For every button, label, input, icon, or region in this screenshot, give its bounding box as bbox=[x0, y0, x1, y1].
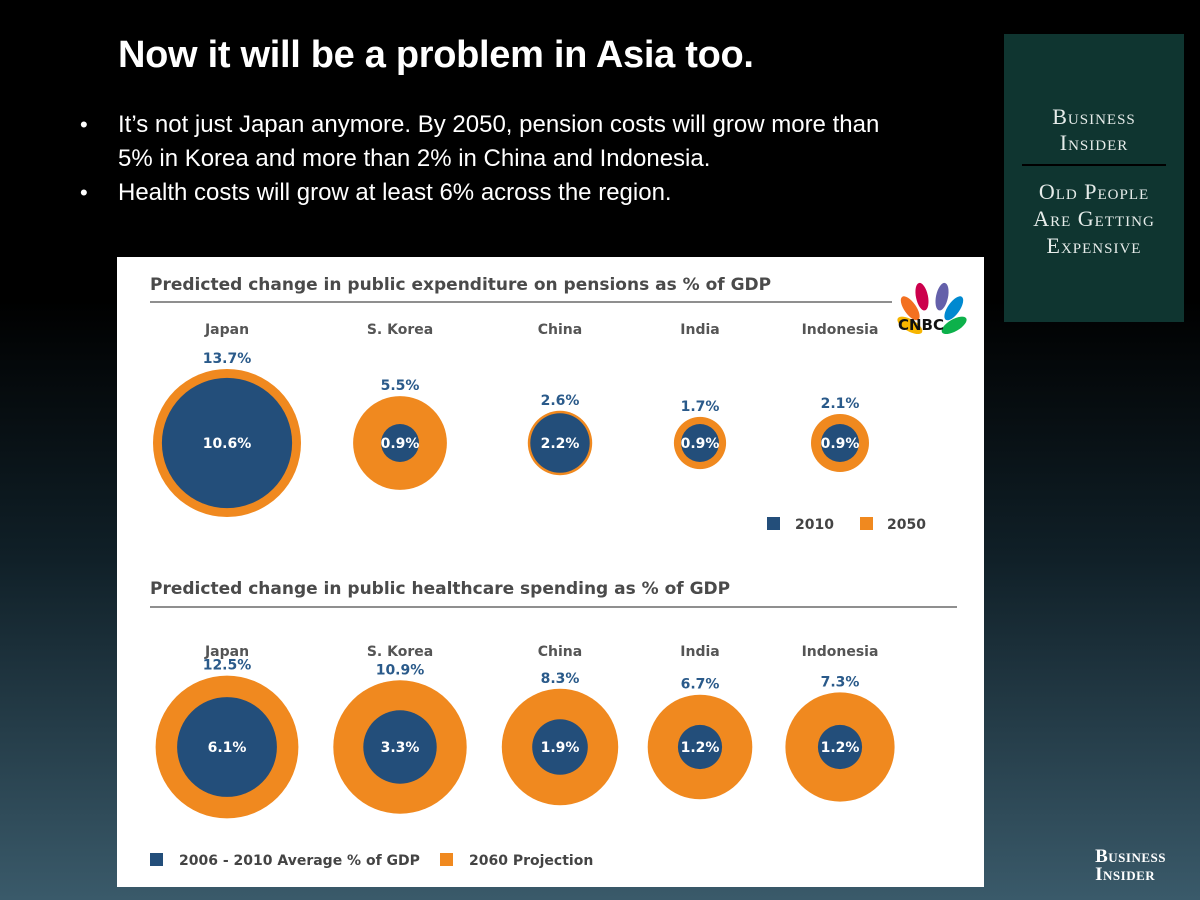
healthcare-bubbles: 6.1% 12.5% 3.3% 10.9% 1.9% 8.3% 1.2% 6.7% 1.2% 7.… bbox=[155, 658, 895, 819]
country-label: S. Korea bbox=[367, 322, 433, 338]
chart-svg: Predicted change in public expenditure o… bbox=[150, 275, 967, 869]
brand-name: Business Insider bbox=[1004, 104, 1184, 156]
chart-panel: Predicted change in public expenditure o… bbox=[117, 257, 984, 887]
series-title-line-1: Old People bbox=[1038, 179, 1150, 204]
outer-value-label: 1.7% bbox=[681, 399, 720, 415]
bubble-2006-2010-indonesia bbox=[817, 724, 863, 770]
brand-line-1: Business bbox=[1052, 104, 1136, 129]
country-label: China bbox=[538, 322, 582, 338]
legend-label-average: 2006 - 2010 Average % of GDP bbox=[179, 853, 420, 869]
outer-value-label: 7.3% bbox=[821, 674, 860, 690]
inner-value-label: 1.9% bbox=[541, 740, 580, 756]
healthcare-legend: 2006 - 2010 Average % of GDP 2060 Projec… bbox=[150, 853, 593, 869]
bubble-2010-indonesia bbox=[821, 424, 859, 462]
inner-value-label: 2.2% bbox=[541, 436, 580, 452]
cnbc-logo: CNBC bbox=[897, 282, 967, 335]
legend-label-projection: 2060 Projection bbox=[469, 853, 593, 869]
legend-swatch-average bbox=[150, 853, 163, 866]
inner-value-label: 0.9% bbox=[681, 436, 720, 452]
side-panel: Business Insider Old People Are Getting … bbox=[1004, 34, 1184, 322]
country-label: Japan bbox=[204, 644, 249, 660]
outer-value-label: 6.7% bbox=[681, 677, 720, 693]
bubble-2006-2010-china bbox=[532, 719, 588, 775]
bubble-2010-india bbox=[681, 424, 719, 462]
slide-title: Now it will be a problem in Asia too. bbox=[118, 34, 754, 76]
healthcare-country-labels: Japan S. Korea China India Indonesia bbox=[204, 644, 878, 660]
country-label: Japan bbox=[204, 322, 249, 338]
country-label: Indonesia bbox=[802, 322, 879, 338]
outer-value-label: 8.3% bbox=[541, 671, 580, 687]
inner-value-label: 0.9% bbox=[821, 436, 860, 452]
country-label: India bbox=[680, 644, 719, 660]
legend-label-2050: 2050 bbox=[887, 517, 926, 533]
pensions-bubbles: 10.6% 13.7% 0.9% 5.5% 2.2% 2.6% 0.9% 1.7% 0.9% 2.… bbox=[153, 351, 869, 517]
bubble-2006-2010-s-korea bbox=[363, 710, 437, 784]
bubble-2010-s-korea bbox=[381, 424, 419, 462]
country-label: S. Korea bbox=[367, 644, 433, 660]
title-rule-healthcare bbox=[150, 606, 957, 608]
inner-value-label: 1.2% bbox=[821, 740, 860, 756]
outer-value-label: 10.9% bbox=[376, 662, 425, 678]
pensions-legend: 2010 2050 bbox=[767, 517, 926, 533]
legend-swatch-projection bbox=[440, 853, 453, 866]
title-rule-pensions bbox=[150, 301, 892, 303]
country-label: Indonesia bbox=[802, 644, 879, 660]
brand-line-2: Insider bbox=[1059, 130, 1129, 155]
business-insider-logo: Business Insider bbox=[1095, 846, 1166, 885]
bullet-text: It’s not just Japan anymore. By 2050, pe… bbox=[118, 111, 880, 172]
logo-line-1: Business bbox=[1095, 846, 1166, 867]
series-title: Old People Are Getting Expensive bbox=[1004, 178, 1184, 259]
divider bbox=[1022, 164, 1166, 166]
bubble-2006-2010-india bbox=[677, 724, 723, 770]
bubble-2010-japan bbox=[161, 377, 293, 509]
logo-line-2: Insider bbox=[1095, 864, 1156, 885]
outer-value-label: 2.1% bbox=[821, 396, 860, 412]
inner-value-label: 10.6% bbox=[203, 436, 252, 452]
inner-value-label: 3.3% bbox=[381, 740, 420, 756]
cnbc-logo-text: CNBC bbox=[898, 316, 944, 334]
legend-label-2010: 2010 bbox=[795, 517, 834, 533]
series-title-line-3: Expensive bbox=[1046, 233, 1142, 258]
series-title-line-2: Are Getting bbox=[1033, 206, 1155, 231]
chart-title-pensions: Predicted change in public expenditure o… bbox=[150, 275, 771, 295]
chart-title-healthcare: Predicted change in public healthcare sp… bbox=[150, 579, 730, 599]
peacock-icon bbox=[897, 282, 967, 335]
bubble-2006-2010-japan bbox=[177, 697, 277, 797]
bubble-2010-china bbox=[530, 413, 590, 473]
inner-value-label: 0.9% bbox=[381, 436, 420, 452]
bullet-marker: • bbox=[80, 180, 88, 205]
bullet-item: • Health costs will grow at least 6% acr… bbox=[80, 176, 900, 210]
country-label: India bbox=[680, 322, 719, 338]
outer-value-label: 2.6% bbox=[541, 393, 580, 409]
bullet-item: • It’s not just Japan anymore. By 2050, … bbox=[80, 108, 900, 176]
country-label: China bbox=[538, 644, 582, 660]
outer-value-label: 5.5% bbox=[381, 378, 420, 394]
legend-swatch-2050 bbox=[860, 517, 873, 530]
outer-value-label: 13.7% bbox=[203, 351, 252, 367]
bullet-list: • It’s not just Japan anymore. By 2050, … bbox=[80, 108, 900, 210]
outer-value-label: 12.5% bbox=[203, 658, 252, 674]
inner-value-label: 6.1% bbox=[208, 740, 247, 756]
inner-value-label: 1.2% bbox=[681, 740, 720, 756]
bullet-text: Health costs will grow at least 6% acros… bbox=[118, 179, 672, 206]
legend-swatch-2010 bbox=[767, 517, 780, 530]
pensions-country-labels: Japan S. Korea China India Indonesia bbox=[204, 322, 878, 338]
bullet-marker: • bbox=[80, 112, 88, 137]
